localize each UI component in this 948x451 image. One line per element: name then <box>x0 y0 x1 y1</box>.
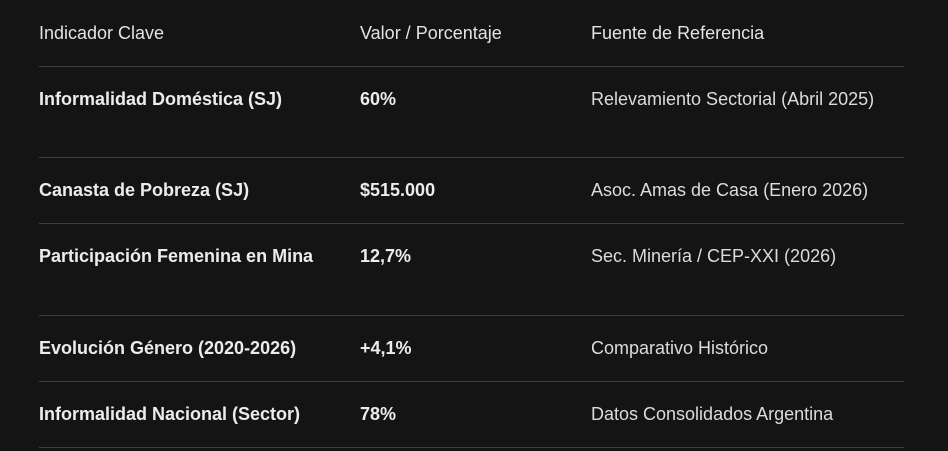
source-cell: Relevamiento Sectorial (Abril 2025) <box>591 89 875 109</box>
indicators-table: Indicador Clave Valor / Porcentaje Fuent… <box>39 0 904 448</box>
table-row: Evolución Género (2020-2026) +4,1% Compa… <box>39 315 904 382</box>
value-cell: 78% <box>360 404 397 424</box>
header-source: Fuente de Referencia <box>591 0 904 67</box>
source-cell: Comparativo Histórico <box>591 338 769 358</box>
header-value: Valor / Porcentaje <box>360 0 591 67</box>
indicator-cell: Participación Femenina en Mina <box>39 246 314 266</box>
table-row: Participación Femenina en Mina 12,7% Sec… <box>39 223 904 316</box>
indicator-cell: Canasta de Pobreza (SJ) <box>39 180 250 200</box>
table-row: Informalidad Doméstica (SJ) 60% Relevami… <box>39 66 904 158</box>
value-cell: 12,7% <box>360 246 412 266</box>
value-cell: +4,1% <box>360 338 412 358</box>
table-header-row: Indicador Clave Valor / Porcentaje Fuent… <box>39 0 904 67</box>
value-cell: 60% <box>360 89 397 109</box>
indicator-cell: Evolución Género (2020-2026) <box>39 338 297 358</box>
value-cell: $515.000 <box>360 180 436 200</box>
header-indicator: Indicador Clave <box>39 0 360 67</box>
indicator-cell: Informalidad Nacional (Sector) <box>39 404 301 424</box>
indicator-cell: Informalidad Doméstica (SJ) <box>39 89 283 109</box>
source-cell: Asoc. Amas de Casa (Enero 2026) <box>591 180 869 200</box>
source-cell: Sec. Minería / CEP-XXI (2026) <box>591 246 837 266</box>
table-row: Canasta de Pobreza (SJ) $515.000 Asoc. A… <box>39 157 904 224</box>
table-row: Informalidad Nacional (Sector) 78% Datos… <box>39 381 904 448</box>
source-cell: Datos Consolidados Argentina <box>591 404 834 424</box>
